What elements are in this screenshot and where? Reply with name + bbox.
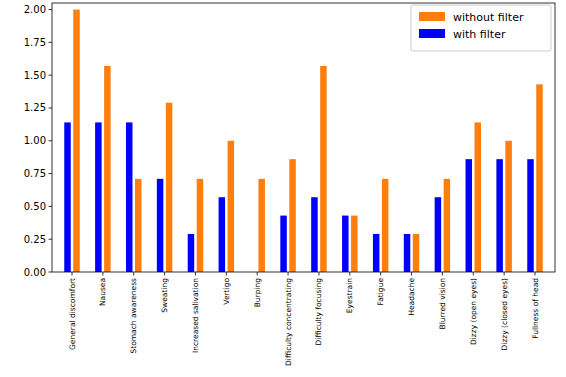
bar: [73, 10, 80, 272]
y-tick: [49, 75, 53, 76]
y-tick: [49, 173, 53, 174]
legend-label: with filter: [453, 28, 506, 41]
plot-frame: [52, 3, 555, 272]
y-tick: [49, 9, 53, 10]
bar: [342, 216, 349, 272]
x-tick-label: Increased salivation: [191, 278, 200, 353]
y-tick-label: 1.25: [24, 102, 46, 113]
legend-label: without filter: [453, 11, 524, 24]
y-tick-label: 0.25: [24, 234, 46, 245]
x-tick: [442, 272, 443, 276]
x-tick-label: Nausea: [98, 278, 107, 306]
y-tick-label: 0.00: [24, 267, 46, 278]
bar: [404, 234, 411, 272]
bar: [258, 179, 265, 272]
x-tick-label: Fullness of head: [531, 278, 540, 339]
bar: [435, 197, 442, 272]
bar: [536, 84, 543, 272]
y-tick-label: 1.50: [24, 70, 46, 81]
x-tick: [473, 272, 474, 276]
x-tick-label: Stomach awareness: [129, 278, 138, 354]
bar: [280, 216, 287, 272]
bar: [289, 159, 296, 272]
bar: [527, 159, 534, 272]
bar: [104, 66, 111, 272]
x-tick-label: Vertigo: [222, 278, 231, 305]
legend-swatch: [419, 12, 445, 21]
x-tick: [504, 272, 505, 276]
y-tick: [49, 272, 53, 273]
y-tick: [49, 107, 53, 108]
bar: [95, 122, 102, 272]
y-tick-label: 0.50: [24, 201, 46, 212]
bar: [351, 216, 358, 272]
x-tick-label: Burping: [253, 278, 262, 308]
x-tick-label: General discomfort: [68, 278, 77, 350]
y-tick: [49, 206, 53, 207]
x-tick-label: Dizzy (open eyes): [469, 278, 478, 345]
bar: [157, 179, 164, 272]
x-tick: [164, 272, 165, 276]
x-tick: [226, 272, 227, 276]
legend-box: [411, 5, 551, 51]
x-tick: [349, 272, 350, 276]
bar: [475, 122, 482, 272]
x-tick-label: Dizzy (closed eyes): [500, 278, 509, 351]
bar: [373, 234, 380, 272]
bar: [64, 122, 71, 272]
y-tick: [49, 239, 53, 240]
bar: [135, 179, 142, 272]
y-tick-label: 0.75: [24, 168, 46, 179]
x-tick-label: Difficulty concentrating: [284, 278, 293, 366]
y-tick-label: 2.00: [24, 4, 46, 15]
bar: [311, 197, 318, 272]
bar: [197, 179, 204, 272]
y-tick-label: 1.75: [24, 37, 46, 48]
bar: [126, 122, 133, 272]
x-tick-label: Fatigue: [376, 278, 385, 306]
x-tick: [318, 272, 319, 276]
legend-swatch: [419, 29, 445, 38]
x-tick: [195, 272, 196, 276]
x-tick: [535, 272, 536, 276]
bar: [466, 159, 473, 272]
bar: [413, 234, 420, 272]
bar: [320, 66, 327, 272]
bar: [505, 141, 512, 272]
bar: [444, 179, 451, 272]
chart: 0.00 0.25 0.50 0.75 1.00 1.25 1.50 1.75 2.00 Gene…: [0, 0, 566, 377]
x-tick-label: Sweating: [160, 278, 169, 313]
x-tick: [102, 272, 103, 276]
bar: [382, 179, 389, 272]
bar: [219, 197, 226, 272]
x-tick-label: Blurred vision: [438, 278, 447, 330]
x-tick: [411, 272, 412, 276]
y-tick-label: 1.00: [24, 135, 46, 146]
x-tick: [72, 272, 73, 276]
x-tick: [257, 272, 258, 276]
x-tick: [133, 272, 134, 276]
y-tick: [49, 42, 53, 43]
x-tick-label: Eyestrain: [345, 278, 354, 313]
bar: [188, 234, 195, 272]
bar: [496, 159, 503, 272]
y-tick: [49, 140, 53, 141]
x-tick: [288, 272, 289, 276]
x-tick-label: Difficulty focusing: [314, 278, 323, 346]
bar: [166, 103, 173, 272]
x-tick: [380, 272, 381, 276]
bar: [228, 141, 235, 272]
x-tick-label: Headache: [407, 278, 416, 316]
